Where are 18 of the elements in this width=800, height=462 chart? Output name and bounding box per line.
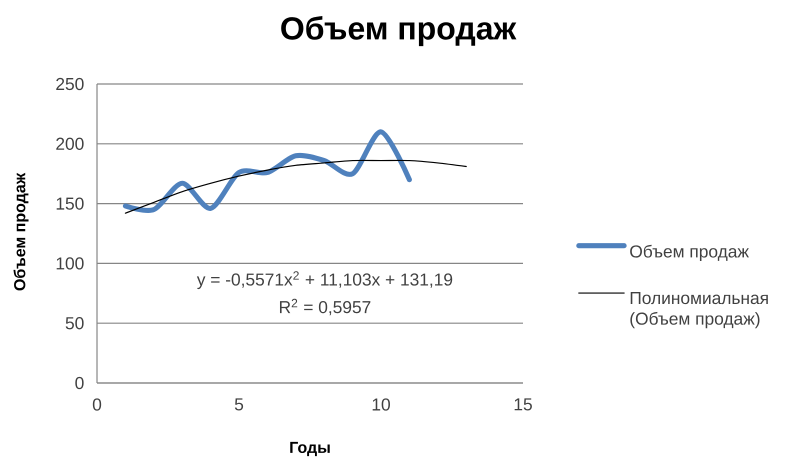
y-tick-label: 100 [56, 257, 84, 270]
x-tick-label: 5 [234, 398, 244, 410]
x-axis-title: Годы [290, 442, 330, 456]
y-tick-label: 200 [56, 138, 84, 150]
y-tick-label: 0 [75, 376, 84, 390]
legend-label: Объем продаж [630, 244, 749, 262]
x-tick-label: 15 [514, 398, 532, 410]
legend-label: Полиномиальная (Объем продаж) [630, 292, 768, 328]
x-tick-label: 10 [372, 398, 390, 411]
annotation: y = -0,5571x$^{2}$ + 11,103x + 131,19 [196, 271, 452, 290]
y-tick-label: 250 [56, 78, 84, 90]
y-tick-label: 50 [66, 317, 84, 330]
annotation: R$^{2}$ = 0,5957 [280, 298, 370, 316]
y-axis-title: Объем продаж [13, 172, 29, 290]
line-series [124, 160, 467, 214]
x-tick-label: 0 [92, 398, 102, 411]
chart-title: Объем продаж [281, 16, 516, 46]
y-tick-label: 150 [56, 197, 84, 210]
